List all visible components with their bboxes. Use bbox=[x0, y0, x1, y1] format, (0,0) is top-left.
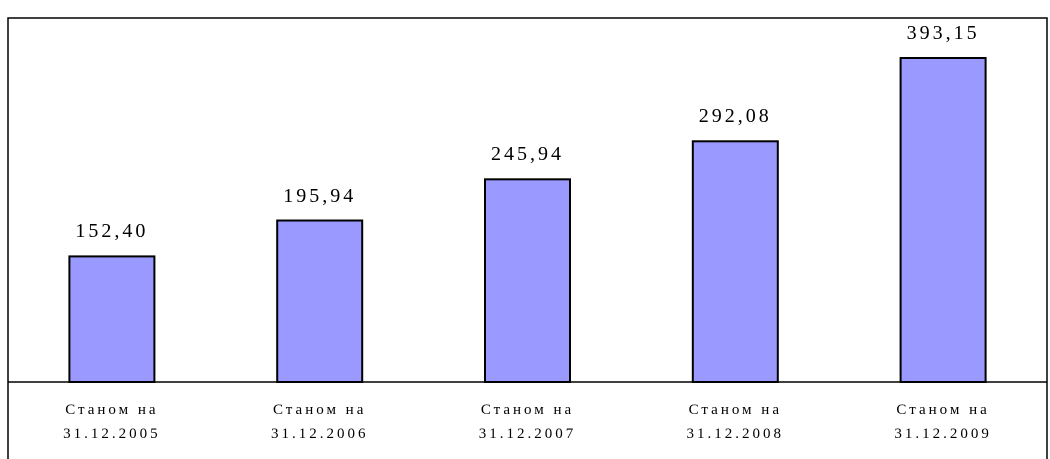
x-tick-label: Станом на 31.12.2005 bbox=[63, 402, 161, 442]
value-label: 245,94 bbox=[491, 143, 564, 166]
x-tick-label: Станом на 31.12.2009 bbox=[894, 402, 992, 442]
value-label: 292,08 bbox=[698, 105, 772, 128]
value-label: 393,15 bbox=[906, 22, 980, 44]
bar bbox=[484, 178, 571, 383]
bar bbox=[691, 140, 779, 383]
value-label: 195,94 bbox=[283, 184, 357, 207]
bar bbox=[276, 219, 364, 383]
bar bbox=[68, 255, 156, 383]
x-tick-label: Станом на 31.12.2008 bbox=[686, 402, 785, 442]
value-label: 152,40 bbox=[75, 220, 149, 243]
frame bbox=[7, 17, 1048, 459]
bar bbox=[899, 57, 987, 383]
x-tick-label: Станом на 31.12.2007 bbox=[478, 402, 577, 442]
x-tick-label: Станом на 31.12.2006 bbox=[270, 402, 369, 442]
